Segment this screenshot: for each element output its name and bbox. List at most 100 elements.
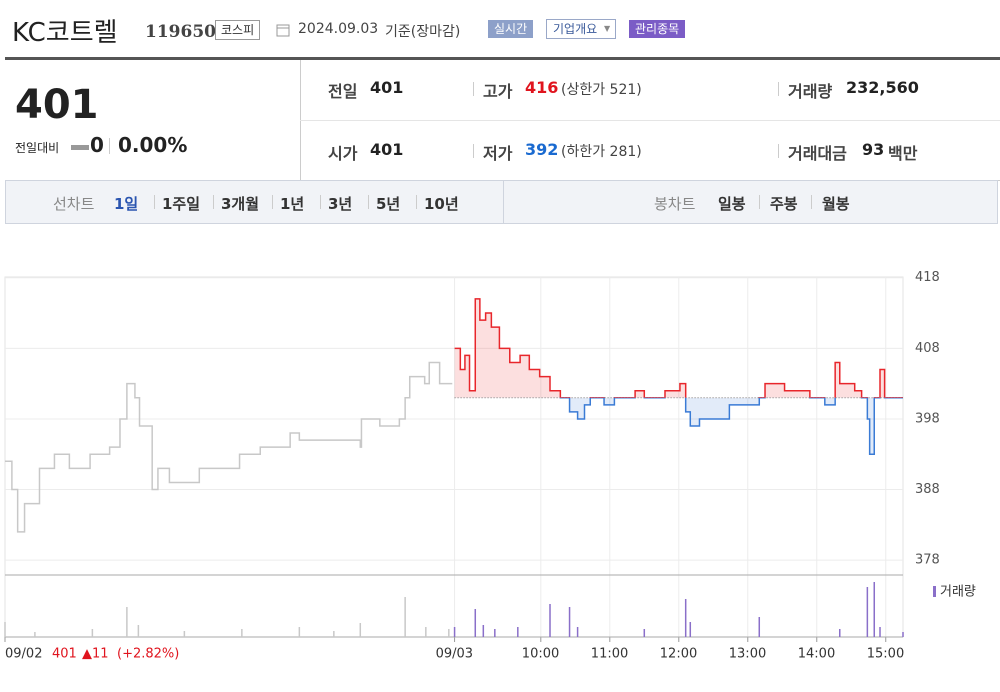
tab-separator [811, 195, 812, 209]
stat-label: 시가 [328, 144, 358, 163]
volume-bar [298, 627, 301, 637]
stat-value: 392 [525, 140, 559, 159]
tab[interactable]: 1년 [280, 195, 305, 213]
x-tick-label: 09/02 [5, 647, 42, 662]
calendar-icon [276, 24, 290, 37]
volume-bar [879, 627, 881, 637]
company-button-label: 기업개요 [553, 22, 598, 36]
legend-swatch [933, 586, 936, 597]
price-line [5, 361, 453, 533]
y-tick-label: 378 [915, 553, 940, 568]
x-tick-label: 15:00 [867, 647, 904, 662]
volume-bar [684, 599, 687, 637]
volume-bar [839, 629, 841, 637]
tab[interactable]: 3개월 [221, 195, 260, 213]
volume-bar [137, 625, 140, 637]
volume-bar [482, 625, 485, 637]
row-divider [300, 120, 1000, 121]
tab[interactable]: 3년 [328, 195, 353, 213]
volume-bar [866, 587, 869, 637]
volume-bar [689, 622, 692, 637]
tab[interactable]: 월봉 [822, 195, 850, 213]
volume-bar [126, 607, 128, 637]
volume-bar [91, 629, 94, 637]
tab-separator [272, 195, 273, 209]
y-tick-label: 398 [915, 411, 940, 426]
volume-bar [241, 629, 243, 637]
stat-label: 거래대금 [788, 144, 847, 163]
stat-label: 전일 [328, 82, 358, 101]
tab[interactable]: 10년 [424, 195, 459, 213]
prev-close: 401 [52, 647, 77, 662]
volume-bar [404, 597, 406, 637]
volume-bar [359, 623, 362, 637]
volume-bar [568, 607, 571, 637]
stat-value: 232,560 [846, 78, 919, 97]
tab-separator [759, 195, 760, 209]
stat-label: 고가 [483, 82, 513, 101]
stat-note: (상한가 521) [561, 82, 642, 98]
price-line-up [454, 298, 903, 398]
stat-value: 93 [862, 140, 885, 159]
volume-bar [425, 627, 427, 637]
stat-note: (하한가 281) [561, 144, 642, 160]
volume-bar [34, 632, 36, 637]
stat-divider [473, 82, 474, 96]
x-tick-label: 14:00 [798, 647, 835, 662]
y-tick-label: 408 [915, 341, 940, 356]
tab[interactable]: 주봉 [770, 195, 798, 213]
tab-separator [154, 195, 155, 209]
change-label: 전일대비 [15, 141, 60, 155]
stock-code: 119650 [145, 22, 216, 42]
stat-label: 저가 [483, 144, 513, 163]
tab-separator [213, 195, 214, 209]
volume-bar [758, 617, 761, 637]
date: 2024.09.03 [298, 21, 379, 37]
tab-separator [320, 195, 321, 209]
divider [109, 138, 110, 154]
stat-divider [778, 144, 779, 158]
y-tick-label: 388 [915, 482, 940, 497]
volume-bar [183, 631, 186, 637]
volume-bar [643, 629, 646, 637]
x-tick-label: 13:00 [729, 647, 766, 662]
stat-value: 416 [525, 78, 559, 97]
stat-divider [778, 82, 779, 96]
x-tick-label: 11:00 [591, 647, 628, 662]
x-tick-label: 12:00 [660, 647, 697, 662]
stat-value: 401 [370, 140, 404, 159]
volume-bar [902, 632, 904, 637]
legend-label: 거래량 [940, 585, 976, 600]
tab[interactable]: 1주일 [162, 195, 201, 213]
tab[interactable]: 일봉 [718, 195, 746, 213]
volume-bar [4, 622, 6, 637]
plot-frame [4, 276, 904, 638]
tab[interactable]: 1일 [114, 195, 139, 213]
tab-divider [503, 181, 504, 223]
managed-badge: 관리종목 [629, 20, 686, 38]
tab-group-label: 봉차트 [654, 195, 696, 213]
volume-bar [333, 631, 335, 637]
price-cell: 401 전일대비 0 0.00% [5, 60, 301, 180]
stat-divider [473, 144, 474, 158]
tab-bar: 선차트 1일 1주일 3개월 1년 3년 5년 10년 봉차트 일봉 주봉 월봉 [5, 180, 998, 224]
realtime-button[interactable]: 실시간 [488, 20, 534, 38]
x-tick-label: 10:00 [522, 647, 559, 662]
basis: 기준(장마감) [385, 24, 461, 40]
flat-icon [71, 145, 89, 150]
prev-change-pct: (+2.82%) [117, 647, 179, 662]
change: 0 [90, 133, 104, 157]
prev-change: ▲11 [82, 647, 109, 662]
volume-bar [549, 604, 551, 637]
stat-label: 거래량 [788, 82, 833, 101]
change-pct: 0.00% [118, 133, 188, 157]
tab[interactable]: 5년 [376, 195, 401, 213]
volume-bar [448, 629, 450, 637]
y-tick-label: 418 [915, 270, 940, 285]
volume-bar [873, 582, 876, 637]
company-button[interactable]: 기업개요 ▼ [546, 19, 617, 39]
stat-value: 401 [370, 78, 404, 97]
summary: 401 전일대비 0 0.00% 전일 401 고가 416 (상한가 521) 거래량 2… [5, 57, 1000, 181]
